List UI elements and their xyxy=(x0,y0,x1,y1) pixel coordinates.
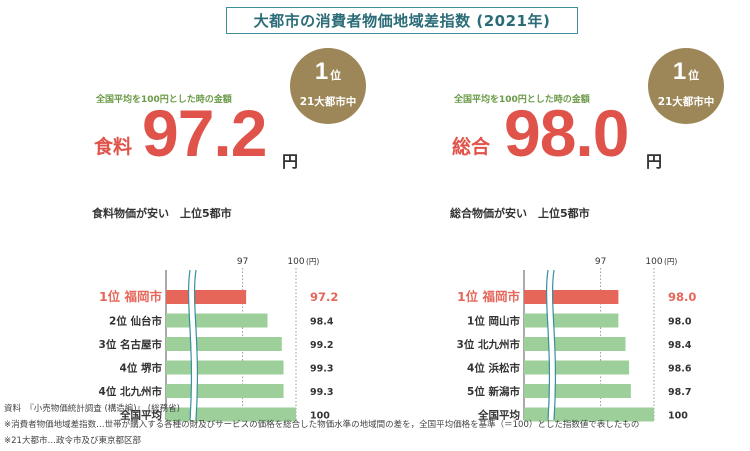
bar xyxy=(166,384,284,398)
value-label: 99.3 xyxy=(310,364,333,375)
axis-break-mark xyxy=(551,269,557,421)
category-label: 全国平均 xyxy=(477,409,520,422)
rank-note: 21大都市中 xyxy=(299,96,357,108)
value-label: 98.0 xyxy=(668,317,692,328)
kpi-label: 総合 xyxy=(452,136,491,158)
bar xyxy=(524,360,630,375)
value-label: 100 xyxy=(310,411,330,422)
footnote-cities: ※21大都市…政令市及び東京都区部 xyxy=(4,436,141,446)
axis-break-gap xyxy=(547,269,555,421)
kpi-value: 97.2 xyxy=(142,96,267,170)
bar xyxy=(524,407,654,422)
unit-label: (円) xyxy=(664,257,677,266)
footnote-source: 資料 『小売物価統計調査 (構造編)』 (総務省) xyxy=(4,404,180,414)
rank-note: 21大都市中 xyxy=(657,96,715,108)
axis-break-mark xyxy=(193,269,199,421)
category-label: 1位 福岡市 xyxy=(457,289,521,304)
category-label: 4位 浜松市 xyxy=(467,362,520,375)
value-label: 98.6 xyxy=(668,364,692,375)
value-label: 99.2 xyxy=(310,340,333,351)
rank-number: 1 xyxy=(672,58,687,85)
bar xyxy=(166,360,284,375)
category-label: 全国平均 xyxy=(119,409,162,422)
value-label: 98.0 xyxy=(668,290,696,304)
rank-unit: 位 xyxy=(688,70,700,82)
value-label: 98.4 xyxy=(668,340,692,351)
ref-line-label: 100 xyxy=(645,257,662,267)
category-label: 3位 北九州市 xyxy=(457,338,521,351)
sub-note: 全国平均を100円とした時の金額 xyxy=(96,95,232,105)
food-bar-chart: 97 100 (円)1位 福岡市 97.22位 仙台市 98.43位 名古屋市 99.24… xyxy=(99,257,338,422)
chart-main-title: 大都市の消費者物価地域差指数 (2021年) xyxy=(226,7,578,34)
sub-note: 全国平均を100円とした時の金額 xyxy=(454,95,590,105)
rank-number: 1 xyxy=(314,58,329,85)
kpi-unit: 円 xyxy=(646,152,663,171)
footnote-definition: ※消費者物価地域差指数…世帯が購入する各種の財及びサービスの価格を総合した物価水… xyxy=(4,420,640,430)
bar xyxy=(524,313,619,328)
bar xyxy=(166,290,247,304)
unit-label: (円) xyxy=(306,257,319,266)
category-label: 5位 新潟市 xyxy=(467,385,520,398)
kpi-value: 98.0 xyxy=(504,96,629,170)
bar xyxy=(524,290,619,304)
category-label: 4位 北九州市 xyxy=(99,385,163,398)
axis-break-mark xyxy=(545,269,551,421)
bar xyxy=(166,313,268,328)
value-label: 99.3 xyxy=(310,387,333,398)
ref-line-label: 100 xyxy=(287,257,304,267)
bar xyxy=(166,407,296,422)
ref-line-label: 97 xyxy=(237,257,248,267)
bar xyxy=(524,384,631,398)
axis-break-mark xyxy=(187,269,193,421)
value-label: 98.4 xyxy=(310,317,334,328)
category-label: 1位 福岡市 xyxy=(99,289,163,304)
main-title-text: 大都市の消費者物価地域差指数 (2021年) xyxy=(253,12,551,30)
value-label: 97.2 xyxy=(310,290,338,304)
footnotes: 資料 『小売物価統計調査 (構造編)』 (総務省) ※消費者物価地域差指数…世帯… xyxy=(4,401,639,449)
rank-unit: 位 xyxy=(330,70,342,82)
bar xyxy=(524,337,626,351)
overall-bar-chart: 97 100 (円)1位 福岡市 98.01位 岡山市 98.03位 北九州市 98.44… xyxy=(457,257,696,422)
category-label: 1位 岡山市 xyxy=(467,315,520,328)
ref-line-label: 97 xyxy=(595,257,606,267)
value-label: 100 xyxy=(668,411,688,422)
axis-break-gap xyxy=(189,269,197,421)
chart-title: 総合物価が安い 上位5都市 xyxy=(450,207,590,220)
kpi-unit: 円 xyxy=(282,152,299,171)
bar xyxy=(166,337,282,351)
category-label: 2位 仙台市 xyxy=(109,315,162,328)
kpi-label: 食料 xyxy=(94,136,133,158)
chart-title: 食料物価が安い 上位5都市 xyxy=(92,207,232,220)
category-label: 3位 名古屋市 xyxy=(99,338,163,351)
value-label: 98.7 xyxy=(668,387,691,398)
category-label: 4位 堺市 xyxy=(120,362,163,375)
